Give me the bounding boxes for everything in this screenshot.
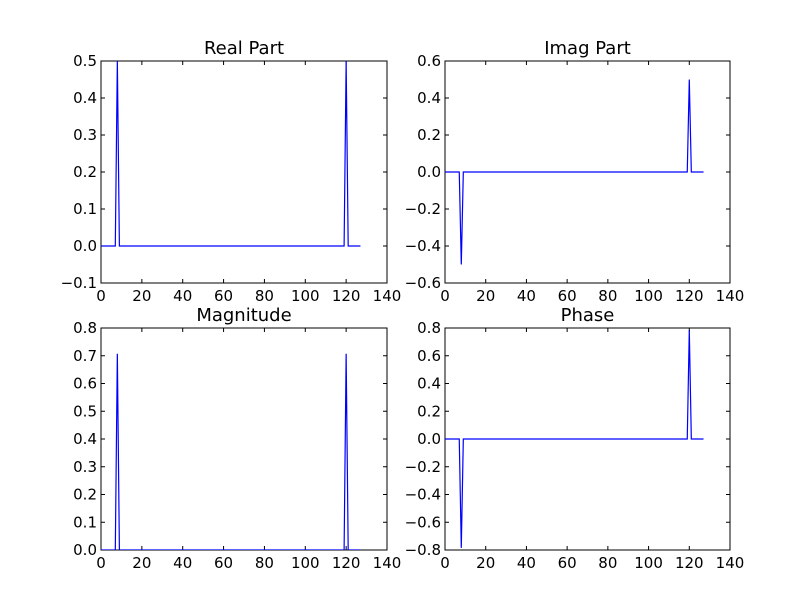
x-tick-label: 20 <box>132 554 151 572</box>
y-tick-label: 0.3 <box>73 458 97 476</box>
y-tick-label: 0.5 <box>73 52 97 70</box>
x-tick-label: 0 <box>96 554 106 572</box>
x-tick-label: 40 <box>517 554 536 572</box>
y-tick-label: 0.2 <box>417 402 441 420</box>
y-tick-label: 0.0 <box>417 430 441 448</box>
y-tick-label: 0.2 <box>73 163 97 181</box>
x-tick-label: 140 <box>716 287 745 305</box>
subplot-title: Magnitude <box>196 305 291 326</box>
y-tick-label: 0.5 <box>73 402 97 420</box>
x-tick-label: 20 <box>476 287 495 305</box>
series-line <box>101 61 361 247</box>
x-tick-label: 40 <box>173 554 192 572</box>
y-tick-label: 0.2 <box>417 126 441 144</box>
y-tick-label: 0.7 <box>73 347 97 365</box>
y-tick-label: −0.1 <box>61 274 97 292</box>
x-tick-label: 40 <box>173 287 192 305</box>
y-tick-label: −0.2 <box>405 458 441 476</box>
y-tick-label: 0.3 <box>73 126 97 144</box>
subplot-imag-part: Imag Part 0 20 40 60 80 100 120 140 −0.6 −0.4 −0.2… <box>405 38 745 305</box>
subplot-magnitude: Magnitude 0 20 40 60 80 100 120 140 0.0 0.1 0.2 0.3… <box>73 305 401 572</box>
series-line <box>101 353 361 550</box>
x-tick-label: 80 <box>255 287 274 305</box>
x-tick-label: 140 <box>373 287 402 305</box>
x-tick-label: 80 <box>598 554 617 572</box>
series-line <box>445 330 704 548</box>
x-tick-label: 100 <box>634 554 663 572</box>
x-tick-label: 120 <box>332 554 361 572</box>
subplot-real-part: Real Part 0 20 40 60 80 100 120 140 −0.1 0.0 0.1 0.… <box>61 38 402 305</box>
x-tick-label: 100 <box>291 554 320 572</box>
y-tick-label: 0.4 <box>417 89 441 107</box>
x-tick-label: 40 <box>517 287 536 305</box>
y-tick-label: 0.0 <box>417 163 441 181</box>
x-tick-label: 60 <box>214 287 233 305</box>
x-tick-label: 140 <box>716 554 745 572</box>
x-tick-label: 100 <box>634 287 663 305</box>
y-tick-label: −0.6 <box>405 513 441 531</box>
x-tick-label: 0 <box>440 287 450 305</box>
series-line <box>445 79 704 265</box>
x-tick-label: 60 <box>558 554 577 572</box>
y-tick-label: 0.6 <box>417 347 441 365</box>
y-tick-label: 0.0 <box>73 541 97 559</box>
y-tick-label: −0.4 <box>405 237 441 255</box>
subplot-phase: Phase 0 20 40 60 80 100 120 140 −0.8 −0.6 −0.4 −0.2… <box>405 305 745 572</box>
y-tick-label: 0.6 <box>73 375 97 393</box>
x-tick-label: 120 <box>675 287 704 305</box>
x-tick-label: 80 <box>255 554 274 572</box>
x-tick-label: 0 <box>96 287 106 305</box>
x-tick-label: 60 <box>558 287 577 305</box>
y-tick-label: 0.0 <box>73 237 97 255</box>
x-tick-label: 100 <box>291 287 320 305</box>
x-tick-label: 20 <box>132 287 151 305</box>
y-tick-label: 0.8 <box>417 319 441 337</box>
y-tick-label: −0.2 <box>405 200 441 218</box>
y-tick-label: 0.6 <box>417 52 441 70</box>
y-tick-label: 0.4 <box>73 430 97 448</box>
subplot-title: Phase <box>561 305 615 326</box>
y-tick-label: 0.1 <box>73 513 97 531</box>
x-tick-label: 0 <box>440 554 450 572</box>
x-tick-label: 120 <box>675 554 704 572</box>
y-tick-label: 0.1 <box>73 200 97 218</box>
y-tick-label: 0.2 <box>73 486 97 504</box>
y-tick-label: −0.8 <box>405 541 441 559</box>
y-tick-label: 0.8 <box>73 319 97 337</box>
x-tick-label: 60 <box>214 554 233 572</box>
subplot-title: Real Part <box>204 38 284 59</box>
x-tick-label: 120 <box>332 287 361 305</box>
y-tick-label: −0.4 <box>405 486 441 504</box>
x-tick-label: 20 <box>476 554 495 572</box>
y-tick-label: −0.6 <box>405 274 441 292</box>
x-tick-label: 140 <box>373 554 402 572</box>
x-tick-label: 80 <box>598 287 617 305</box>
subplot-title: Imag Part <box>544 38 631 59</box>
y-tick-label: 0.4 <box>417 375 441 393</box>
y-tick-label: 0.4 <box>73 89 97 107</box>
